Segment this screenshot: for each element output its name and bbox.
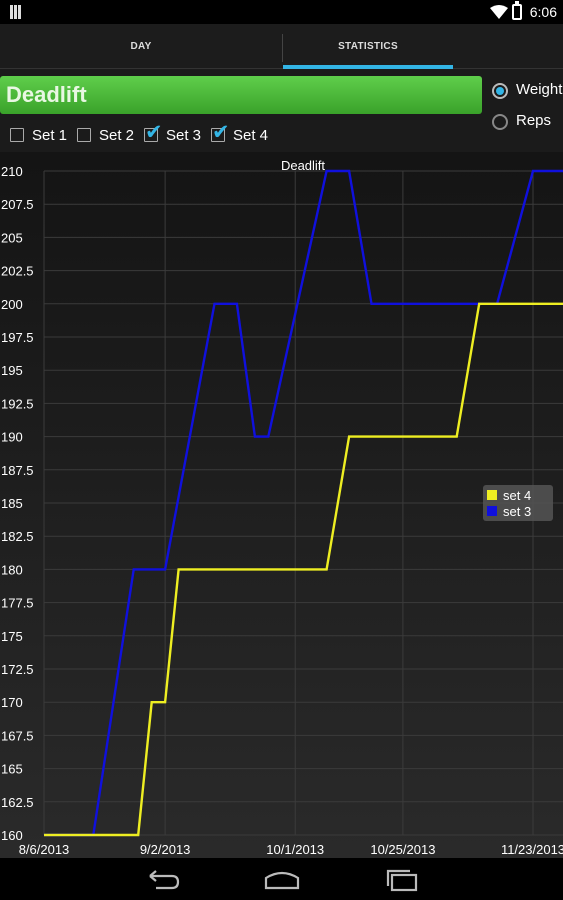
set4-label: Set 4 xyxy=(233,127,269,144)
tab-divider xyxy=(282,34,283,62)
tab-bar: DAY STATISTICS xyxy=(0,24,563,69)
y-tick-label: 207.5 xyxy=(1,197,34,212)
reps-radio-label: Reps xyxy=(516,112,552,129)
y-tick-label: 162.5 xyxy=(1,795,34,810)
recent-apps-icon[interactable] xyxy=(382,864,422,894)
set1-label: Set 1 xyxy=(32,127,68,144)
y-tick-label: 182.5 xyxy=(1,529,34,544)
tab-day[interactable]: DAY xyxy=(130,41,152,52)
y-tick-label: 190 xyxy=(1,430,23,445)
selected-tab-indicator xyxy=(283,65,453,69)
status-bar: 6:06 xyxy=(0,0,563,24)
y-tick-label: 172.5 xyxy=(1,662,34,677)
x-tick-label: 10/25/2013 xyxy=(370,842,435,857)
checkbox-unchecked-icon xyxy=(10,128,24,142)
wifi-icon xyxy=(490,5,508,19)
weight-radio-label: Weight xyxy=(516,81,563,98)
legend-box xyxy=(483,485,553,521)
x-tick-label: 11/23/2013 xyxy=(501,842,563,857)
reps-radio[interactable]: Reps xyxy=(492,111,563,135)
notification-icon xyxy=(10,5,22,19)
back-icon[interactable] xyxy=(142,864,182,894)
series-line-set-3 xyxy=(44,169,563,837)
y-tick-label: 185 xyxy=(1,496,23,511)
checkbox-unchecked-icon xyxy=(77,128,91,142)
y-tick-label: 187.5 xyxy=(1,463,34,478)
y-tick-label: 200 xyxy=(1,297,23,312)
tab-statistics[interactable]: STATISTICS xyxy=(338,41,398,52)
y-tick-label: 180 xyxy=(1,562,23,577)
y-axis-ticks: 160 162.5 165 167.5 170 172.5 175 177.5 180 182.5… xyxy=(1,164,34,843)
radio-unselected-icon xyxy=(492,114,508,130)
weight-line-chart: 160 162.5 165 167.5 170 172.5 175 177.5 180 182.5… xyxy=(0,152,563,858)
set3-label: Set 3 xyxy=(166,127,202,144)
y-tick-label: 175 xyxy=(1,629,23,644)
chart-background xyxy=(0,152,563,858)
navigation-bar xyxy=(0,858,563,900)
set2-label: Set 2 xyxy=(99,127,135,144)
battery-icon xyxy=(512,1,522,20)
y-tick-label: 197.5 xyxy=(1,330,34,345)
y-tick-label: 202.5 xyxy=(1,264,34,279)
x-tick-label: 8/6/2013 xyxy=(19,842,70,857)
checkbox-checked-icon xyxy=(211,128,225,142)
y-tick-label: 210 xyxy=(1,164,23,179)
status-time: 6:06 xyxy=(529,4,557,20)
checkmark-icon: ✔ xyxy=(145,120,163,144)
chart-series xyxy=(44,169,563,837)
legend-swatch xyxy=(487,506,497,516)
chart-grid xyxy=(43,170,563,836)
legend-swatch xyxy=(487,490,497,500)
y-tick-label: 165 xyxy=(1,762,23,777)
y-tick-label: 177.5 xyxy=(1,596,34,611)
radio-selected-icon xyxy=(492,83,508,99)
x-tick-label: 10/1/2013 xyxy=(266,842,324,857)
x-axis-ticks: 8/6/2013 9/2/2013 10/1/2013 10/25/2013 11/23… xyxy=(19,842,563,857)
legend-label: set 3 xyxy=(503,504,531,519)
y-tick-label: 160 xyxy=(1,828,23,843)
checkbox-checked-icon xyxy=(144,128,158,142)
y-tick-label: 192.5 xyxy=(1,396,34,411)
exercise-selector[interactable]: Deadlift xyxy=(0,76,482,114)
home-icon[interactable] xyxy=(262,864,302,894)
weight-radio[interactable]: Weight xyxy=(492,80,563,104)
x-tick-label: 9/2/2013 xyxy=(140,842,191,857)
series-line-set-4 xyxy=(44,302,563,837)
y-tick-label: 167.5 xyxy=(1,728,34,743)
y-tick-label: 195 xyxy=(1,363,23,378)
chart-title: Deadlift xyxy=(281,158,325,173)
y-tick-label: 205 xyxy=(1,230,23,245)
checkmark-icon: ✔ xyxy=(212,120,230,144)
y-tick-label: 170 xyxy=(1,695,23,710)
legend-label: set 4 xyxy=(503,488,531,503)
